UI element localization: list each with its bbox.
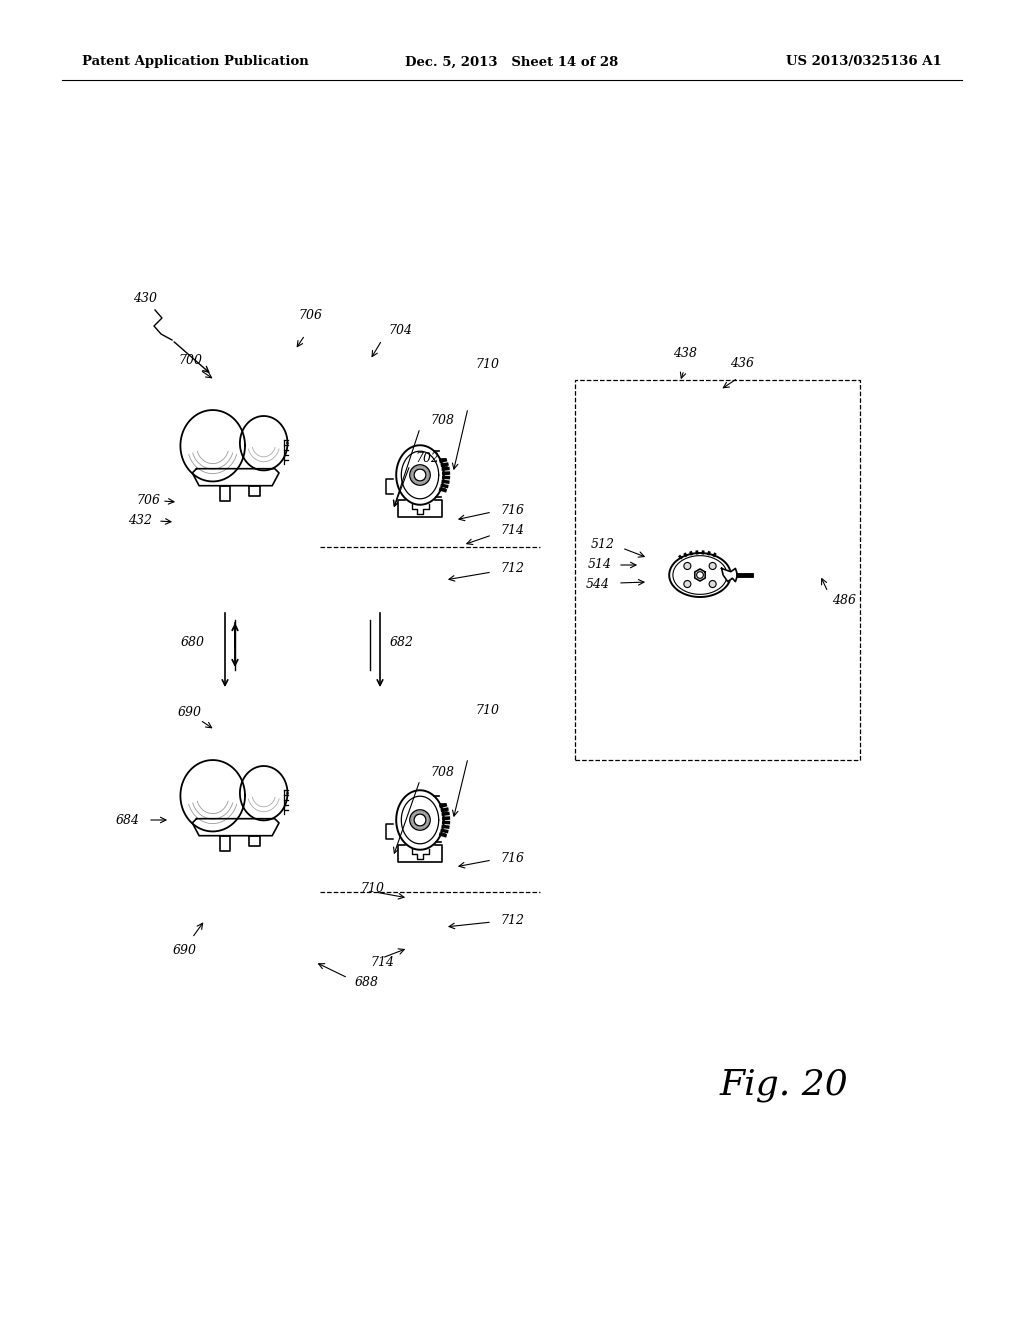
Text: Patent Application Publication: Patent Application Publication bbox=[82, 55, 309, 69]
Polygon shape bbox=[180, 411, 245, 482]
Circle shape bbox=[414, 469, 426, 480]
Text: 486: 486 bbox=[831, 594, 856, 606]
Polygon shape bbox=[396, 445, 443, 504]
Text: 432: 432 bbox=[128, 513, 152, 527]
Circle shape bbox=[709, 562, 716, 569]
Polygon shape bbox=[670, 553, 731, 597]
Polygon shape bbox=[193, 469, 279, 486]
Text: US 2013/0325136 A1: US 2013/0325136 A1 bbox=[786, 55, 942, 69]
Circle shape bbox=[410, 809, 430, 830]
Text: 714: 714 bbox=[370, 956, 394, 969]
Text: 438: 438 bbox=[673, 347, 697, 360]
Text: 690: 690 bbox=[178, 705, 202, 718]
Text: 706: 706 bbox=[136, 494, 160, 507]
Polygon shape bbox=[180, 760, 245, 832]
Text: Fig. 20: Fig. 20 bbox=[720, 1068, 849, 1102]
Text: 684: 684 bbox=[116, 813, 140, 826]
Text: 682: 682 bbox=[390, 635, 414, 648]
Text: 702: 702 bbox=[415, 451, 439, 465]
Circle shape bbox=[696, 572, 703, 578]
Text: 710: 710 bbox=[475, 359, 499, 371]
Polygon shape bbox=[386, 824, 393, 838]
Text: 544: 544 bbox=[586, 578, 610, 591]
Polygon shape bbox=[398, 845, 442, 862]
Bar bbox=[575, 380, 860, 760]
Text: 512: 512 bbox=[591, 539, 615, 552]
Text: 708: 708 bbox=[430, 413, 454, 426]
Polygon shape bbox=[249, 836, 260, 846]
Circle shape bbox=[684, 562, 691, 569]
Text: 708: 708 bbox=[430, 766, 454, 779]
Polygon shape bbox=[722, 569, 737, 582]
Text: 704: 704 bbox=[388, 323, 412, 337]
Polygon shape bbox=[240, 766, 288, 821]
Polygon shape bbox=[219, 486, 229, 502]
Text: 710: 710 bbox=[360, 882, 384, 895]
Circle shape bbox=[684, 581, 691, 587]
Circle shape bbox=[414, 814, 426, 826]
Circle shape bbox=[410, 465, 430, 486]
Text: 700: 700 bbox=[178, 354, 202, 367]
Text: 680: 680 bbox=[181, 635, 205, 648]
Polygon shape bbox=[386, 479, 393, 494]
Polygon shape bbox=[193, 818, 279, 836]
Text: 688: 688 bbox=[355, 975, 379, 989]
Polygon shape bbox=[694, 569, 706, 581]
Text: 712: 712 bbox=[500, 913, 524, 927]
Text: 716: 716 bbox=[500, 503, 524, 516]
Text: 712: 712 bbox=[500, 561, 524, 574]
Text: 716: 716 bbox=[500, 851, 524, 865]
Polygon shape bbox=[249, 486, 260, 496]
Text: 514: 514 bbox=[588, 558, 612, 572]
Text: 436: 436 bbox=[730, 356, 754, 370]
Circle shape bbox=[709, 581, 716, 587]
Polygon shape bbox=[240, 416, 288, 470]
Text: 714: 714 bbox=[500, 524, 524, 536]
Polygon shape bbox=[396, 791, 443, 850]
Polygon shape bbox=[219, 836, 229, 851]
Text: Dec. 5, 2013   Sheet 14 of 28: Dec. 5, 2013 Sheet 14 of 28 bbox=[406, 55, 618, 69]
Text: 710: 710 bbox=[475, 704, 499, 717]
Text: 706: 706 bbox=[298, 309, 322, 322]
Text: 690: 690 bbox=[173, 944, 197, 957]
Polygon shape bbox=[398, 500, 442, 517]
Text: 430: 430 bbox=[133, 292, 157, 305]
